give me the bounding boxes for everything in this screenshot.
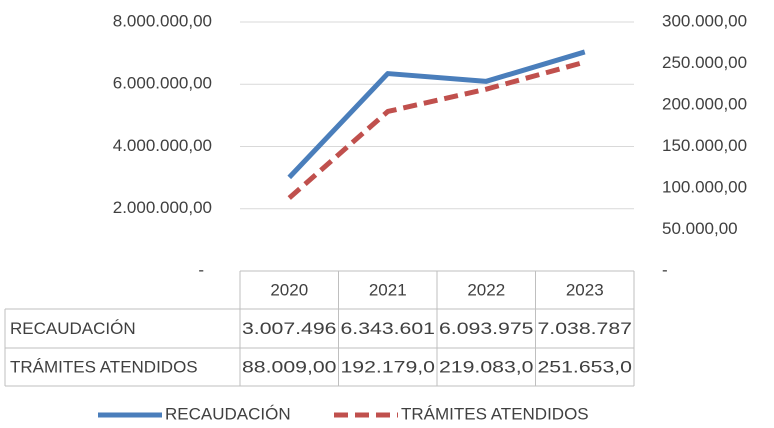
table-header: 2021 <box>369 280 407 299</box>
y2-tick-label: 300.000,00 <box>662 11 747 30</box>
series-line <box>287 49 586 180</box>
y-tick-label: - <box>198 260 204 279</box>
table-cell: 192.179,0 <box>341 357 436 376</box>
table-row-label: TRÁMITES ATENDIDOS <box>10 357 198 376</box>
table-cell: 251.653,0 <box>538 357 633 376</box>
y2-tick-label: - <box>662 260 668 279</box>
legend-label: RECAUDACIÓN <box>165 404 291 423</box>
table-cell: 88.009,00 <box>242 357 337 376</box>
table-header: 2023 <box>566 280 604 299</box>
y-tick-label: 6.000.000,00 <box>113 74 212 93</box>
y-tick-label: 2.000.000,00 <box>113 198 212 217</box>
y2-tick-label: 150.000,00 <box>662 136 747 155</box>
y2-tick-label: 200.000,00 <box>662 94 747 113</box>
table-row-label: RECAUDACIÓN <box>10 319 136 338</box>
y2-tick-label: 50.000,00 <box>662 219 738 238</box>
table-cell: 3.007.496 <box>242 319 337 338</box>
series-line <box>287 59 586 200</box>
y2-tick-label: 100.000,00 <box>662 177 747 196</box>
y2-tick-label: 250.000,00 <box>662 53 747 72</box>
table-cell: 6.093.975 <box>439 319 534 338</box>
y-tick-label: 8.000.000,00 <box>113 11 212 30</box>
table-header: 2022 <box>467 280 505 299</box>
y-tick-label: 4.000.000,00 <box>113 136 212 155</box>
table-header: 2020 <box>270 280 308 299</box>
table-cell: 219.083,0 <box>439 357 534 376</box>
legend-label: TRÁMITES ATENDIDOS <box>401 404 589 423</box>
table-cell: 6.343.601 <box>341 319 436 338</box>
table-cell: 7.038.787 <box>538 319 633 338</box>
